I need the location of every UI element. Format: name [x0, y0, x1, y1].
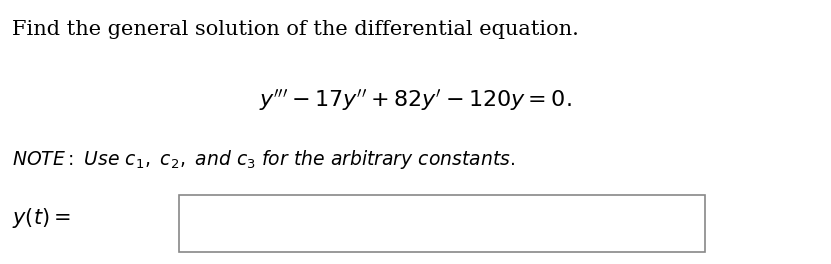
- FancyBboxPatch shape: [179, 195, 706, 252]
- Text: $y(t) =$: $y(t) =$: [12, 206, 71, 230]
- Text: $\mathit{NOTE{:}\ Use\ }$$c_1$$\mathit{,\ }$$c_2$$\mathit{,\ and\ }$$c_3$$\mathi: $\mathit{NOTE{:}\ Use\ }$$c_1$$\mathit{,…: [12, 148, 515, 171]
- Text: $y^{\prime\prime\prime} - 17y^{\prime\prime} + 82y^{\prime} - 120y = 0.$: $y^{\prime\prime\prime} - 17y^{\prime\pr…: [259, 88, 572, 113]
- Text: Find the general solution of the differential equation.: Find the general solution of the differe…: [12, 20, 579, 39]
